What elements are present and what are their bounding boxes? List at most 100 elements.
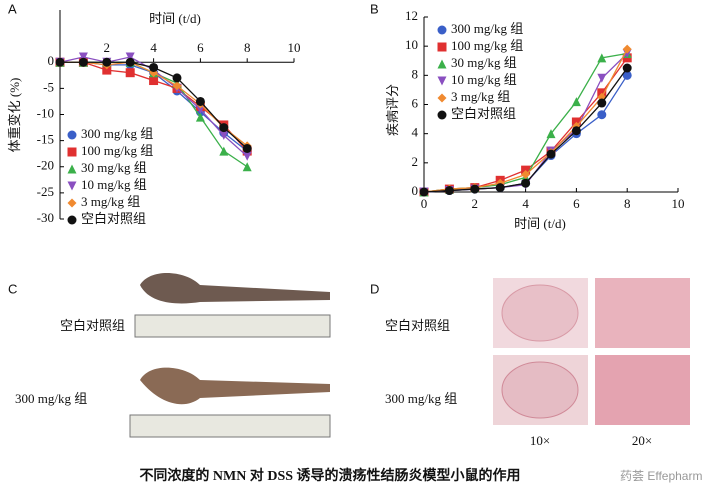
marker	[78, 52, 88, 62]
marker	[195, 112, 205, 122]
y-tick-label: -20	[37, 158, 54, 173]
marker	[571, 97, 581, 107]
marker	[597, 73, 607, 83]
marker	[622, 44, 632, 54]
legend-label: 空白对照组	[81, 211, 146, 226]
x-tick-label: 0	[421, 196, 428, 211]
marker	[149, 76, 159, 86]
x-tick-label: 4	[150, 40, 157, 55]
legend-marker	[67, 147, 77, 157]
marker	[495, 183, 505, 193]
marker	[102, 65, 112, 75]
x-tick-label: 8	[244, 40, 251, 55]
row-label: 空白对照组	[385, 318, 450, 333]
marker	[597, 53, 607, 63]
legend-marker	[67, 164, 77, 174]
marker	[521, 170, 531, 179]
marker	[470, 184, 480, 194]
legend-label: 10 mg/kg 组	[451, 72, 517, 87]
marker	[125, 68, 135, 78]
y-tick-label: 8	[412, 66, 419, 81]
y-tick-label: 0	[412, 183, 419, 198]
legend-label: 10 mg/kg 组	[81, 177, 147, 192]
marker	[521, 178, 531, 188]
watermark: 药荟 Effepharm	[620, 469, 702, 483]
legend-label: 3 mg/kg 组	[81, 194, 140, 209]
marker	[125, 52, 135, 62]
x-tick-label: 2	[104, 40, 111, 55]
y-axis-title: 疾病评分	[385, 84, 400, 136]
y-tick-label: 2	[412, 154, 419, 169]
legend-marker	[437, 25, 447, 35]
legend-marker	[437, 93, 447, 103]
marker	[102, 57, 112, 67]
marker	[55, 57, 65, 67]
x-tick-label: 6	[573, 196, 580, 211]
y-tick-label: -10	[37, 105, 54, 120]
marker	[172, 81, 182, 91]
marker	[149, 62, 159, 72]
photo-colon	[129, 272, 331, 438]
x-tick-label: 10	[288, 40, 301, 55]
legend-label: 3 mg/kg 组	[451, 89, 510, 104]
legend-marker	[437, 42, 447, 52]
legend-marker	[67, 198, 77, 208]
y-tick-label: 12	[405, 8, 418, 23]
marker	[597, 110, 607, 120]
caption: 不同浓度的 NMN 对 DSS 诱导的溃疡性结肠炎模型小鼠的作用	[139, 467, 520, 484]
marker	[219, 130, 229, 140]
marker	[172, 73, 182, 83]
y-tick-label: -15	[37, 132, 54, 147]
marker	[219, 123, 229, 133]
legend-label: 300 mg/kg 组	[451, 21, 523, 36]
row-label: 300 mg/kg 组	[15, 391, 87, 406]
column-label: 10×	[530, 433, 550, 448]
marker	[622, 70, 632, 80]
marker	[125, 57, 135, 67]
marker	[597, 98, 607, 108]
y-tick-label: -30	[37, 210, 54, 225]
legend-marker	[67, 181, 77, 191]
x-axis-title: 时间 (t/d)	[514, 216, 566, 231]
y-tick-label: -5	[43, 79, 54, 94]
legend-label: 30 mg/kg 组	[81, 160, 147, 175]
legend-label: 300 mg/kg 组	[81, 126, 153, 141]
marker	[219, 146, 229, 156]
panel-label: A	[8, 1, 17, 16]
marker	[571, 126, 581, 136]
marker	[242, 151, 252, 161]
y-tick-label: -25	[37, 184, 54, 199]
y-tick-label: 4	[412, 125, 419, 140]
marker	[195, 96, 205, 106]
marker	[78, 57, 88, 67]
legend-marker	[437, 110, 447, 120]
legend-marker	[437, 76, 447, 86]
marker	[242, 143, 252, 153]
y-tick-label: 0	[48, 53, 55, 68]
marker	[622, 63, 632, 73]
panel-label: C	[8, 281, 17, 296]
legend-marker	[437, 59, 447, 69]
marker	[444, 186, 454, 196]
legend-label: 100 mg/kg 组	[451, 38, 523, 53]
legend-label: 100 mg/kg 组	[81, 143, 153, 158]
marker	[419, 187, 429, 197]
y-tick-label: 6	[412, 95, 419, 110]
y-axis-title: 体重变化 (%)	[7, 78, 22, 153]
row-label: 300 mg/kg 组	[385, 391, 457, 406]
legend-marker	[67, 215, 77, 225]
x-tick-label: 6	[197, 40, 204, 55]
x-tick-label: 10	[672, 196, 685, 211]
marker	[242, 162, 252, 172]
panel-label: B	[370, 1, 379, 16]
legend-label: 30 mg/kg 组	[451, 55, 517, 70]
panel-label: D	[370, 281, 379, 296]
marker	[546, 129, 556, 139]
x-tick-label: 2	[472, 196, 479, 211]
x-tick-label: 8	[624, 196, 631, 211]
legend-marker	[67, 130, 77, 140]
x-axis-title: 时间 (t/d)	[149, 11, 201, 26]
histology-images	[493, 278, 690, 425]
column-label: 20×	[632, 433, 652, 448]
